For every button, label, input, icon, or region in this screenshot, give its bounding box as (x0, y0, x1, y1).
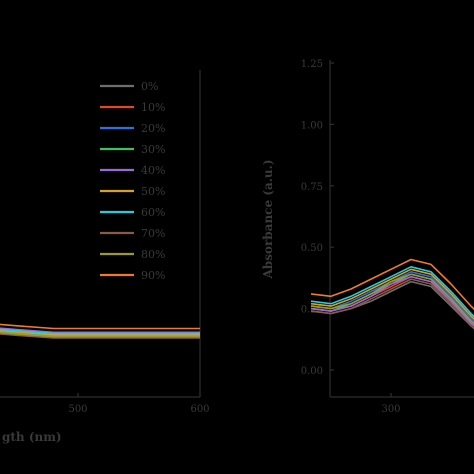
right-y-tick-label-3: 0.75 (301, 182, 323, 193)
legend-label-1: 10% (141, 101, 165, 114)
legend-label-6: 60% (141, 206, 165, 219)
right-series-line-5 (310, 268, 474, 321)
right-series-line-7 (310, 278, 474, 330)
right-series-line-6 (310, 265, 474, 318)
chart-legend: 0% 10% 20% 30% 40% 50% 60% 70% 80% 90% (100, 80, 165, 282)
left-chart-panel: 500 600 gth (nm) 0% 10% 20% 30% 40% 50% 60% 70%… (0, 70, 210, 444)
legend-label-8: 80% (141, 248, 165, 261)
left-series-line-4 (0, 327, 200, 334)
left-x-tick-label-500: 500 (68, 404, 87, 415)
right-series-line-1 (310, 275, 474, 327)
right-y-tick-label-4: 1.00 (301, 120, 323, 131)
legend-label-2: 20% (141, 122, 165, 135)
legend-label-7: 70% (141, 227, 165, 240)
right-y-tick-label-5: 1.25 (301, 59, 323, 70)
right-series-line-2 (310, 270, 474, 323)
right-y-axis-title: Absorbance (a.u.) (261, 159, 275, 279)
right-series-line-4 (310, 275, 474, 327)
right-y-tick-label-0: 0.00 (301, 366, 323, 377)
legend-label-5: 50% (141, 185, 165, 198)
right-series-line-8 (310, 273, 474, 325)
right-y-tick-label-1: 0.25 (301, 305, 323, 316)
right-series-lines (310, 258, 474, 330)
right-y-tick-label-2: 0.50 (301, 243, 323, 254)
right-x-tick-label-300: 300 (381, 404, 400, 415)
right-chart-panel: 0.00 0.25 0.50 0.75 1.00 1.25 300 Absorbance … (261, 59, 474, 415)
left-series-line-5 (0, 329, 200, 336)
left-x-tick-label-600: 600 (190, 404, 209, 415)
legend-label-9: 90% (141, 269, 165, 282)
left-series-line-9 (0, 323, 200, 330)
left-x-axis-title: gth (nm) (2, 430, 62, 444)
left-series-line-6 (0, 328, 200, 335)
legend-label-3: 30% (141, 143, 165, 156)
right-y-ticks: 0.00 0.25 0.50 0.75 1.00 1.25 (301, 59, 334, 377)
legend-label-0: 0% (141, 80, 158, 93)
legend-label-4: 40% (141, 164, 165, 177)
right-series-line-9 (310, 258, 474, 311)
left-series-line-7 (0, 333, 200, 339)
left-series-lines (0, 323, 200, 339)
left-series-line-8 (0, 331, 200, 338)
